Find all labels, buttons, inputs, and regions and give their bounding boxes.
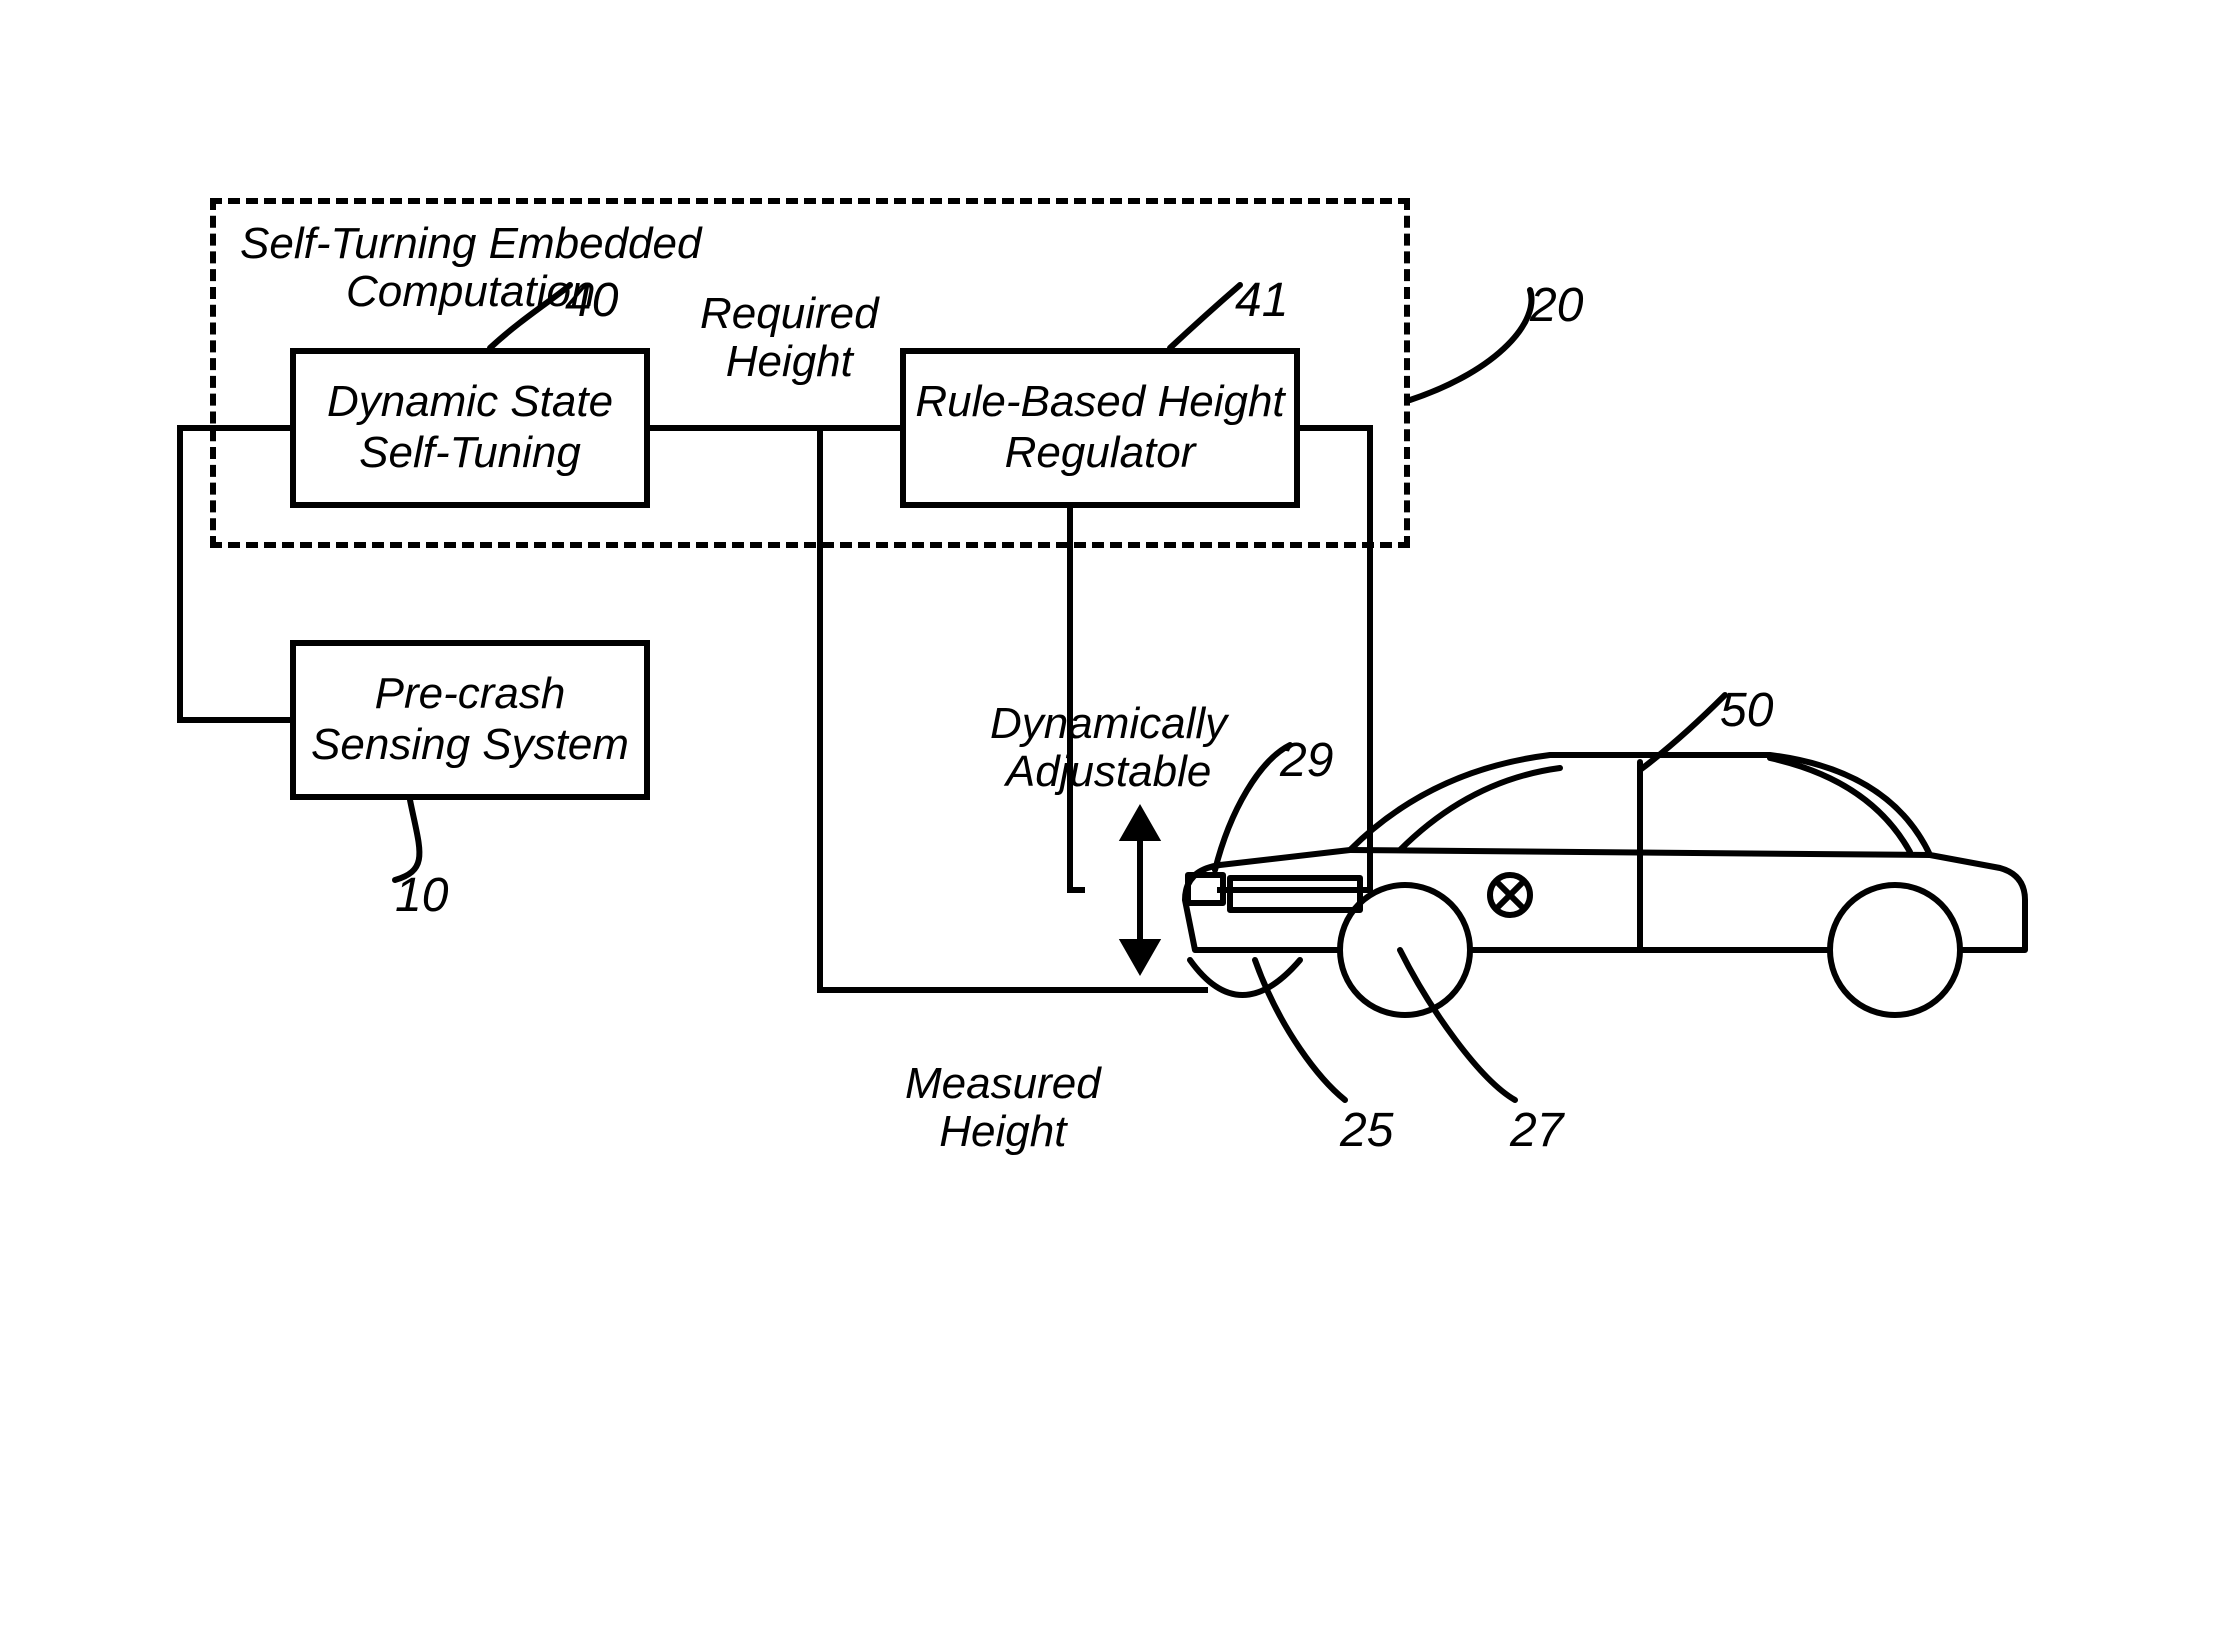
ref-25: 25 <box>1340 1105 1393 1158</box>
pre-crash-label: Pre-crash Sensing System <box>296 669 644 770</box>
embedded-computation-title: Self-Turning Embedded Computation <box>240 220 701 317</box>
ref-10: 10 <box>395 870 448 923</box>
diagram-root: Self-Turning Embedded Computation Dynami… <box>0 0 2226 1633</box>
pre-crash-sensing-system-box: Pre-crash Sensing System <box>290 640 650 800</box>
rule-based-label: Rule-Based Height Regulator <box>906 377 1294 478</box>
dynamic-state-label: Dynamic State Self-Tuning <box>296 377 644 478</box>
ref-50: 50 <box>1720 685 1773 738</box>
ref-29: 29 <box>1280 735 1333 788</box>
ref-20: 20 <box>1530 280 1583 333</box>
measured-height-label: Measured Height <box>905 1060 1101 1157</box>
ref-40: 40 <box>565 275 618 328</box>
dynamically-adjustable-label: Dynamically Adjustable <box>990 700 1227 797</box>
ref-27: 27 <box>1510 1105 1563 1158</box>
ref-41: 41 <box>1235 275 1288 328</box>
required-height-label: Required Height <box>700 290 879 387</box>
rule-based-height-regulator-box: Rule-Based Height Regulator <box>900 348 1300 508</box>
dynamic-state-self-tuning-box: Dynamic State Self-Tuning <box>290 348 650 508</box>
